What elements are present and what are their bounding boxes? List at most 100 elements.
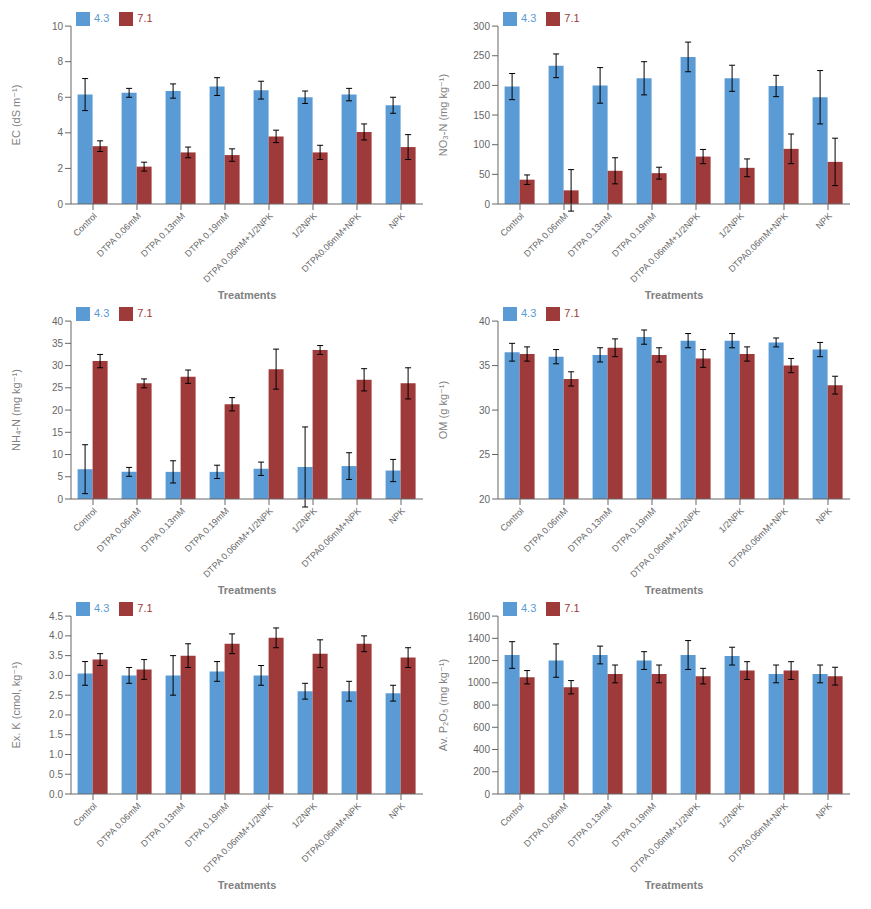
svg-text:Treatments: Treatments	[218, 584, 277, 596]
svg-text:1400: 1400	[468, 633, 491, 644]
svg-text:5: 5	[57, 471, 63, 482]
svg-text:25: 25	[479, 449, 491, 460]
svg-text:DTPA 0.19mM: DTPA 0.19mM	[183, 801, 231, 849]
svg-text:NH₄-N (mg kg⁻¹): NH₄-N (mg kg⁻¹)	[10, 369, 22, 451]
svg-text:Control: Control	[71, 801, 99, 829]
svg-text:Control: Control	[498, 506, 526, 534]
svg-text:DTPA0.06mM+NPK: DTPA0.06mM+NPK	[727, 211, 790, 274]
svg-text:200: 200	[473, 80, 490, 91]
svg-text:NO₃-N (mg kg⁻¹): NO₃-N (mg kg⁻¹)	[437, 74, 449, 156]
svg-text:200: 200	[473, 766, 490, 777]
svg-text:0: 0	[57, 199, 63, 210]
svg-text:1/2NPK: 1/2NPK	[290, 211, 319, 240]
svg-text:40: 40	[52, 316, 64, 327]
svg-text:1.5: 1.5	[49, 729, 63, 740]
svg-text:0: 0	[484, 789, 490, 800]
svg-text:4.5: 4.5	[49, 611, 63, 622]
svg-text:100: 100	[473, 139, 490, 150]
svg-text:30: 30	[52, 360, 64, 371]
svg-text:4.0: 4.0	[49, 630, 63, 641]
svg-text:0.5: 0.5	[49, 769, 63, 780]
svg-text:1/2NPK: 1/2NPK	[290, 506, 319, 535]
svg-text:NPK: NPK	[387, 801, 407, 821]
svg-text:Control: Control	[71, 506, 99, 534]
svg-text:DTPA 0.13mM: DTPA 0.13mM	[139, 801, 187, 849]
svg-text:1.0: 1.0	[49, 749, 63, 760]
svg-text:DTPA 0.06mM: DTPA 0.06mM	[522, 211, 570, 259]
svg-text:DTPA 0.06mM: DTPA 0.06mM	[95, 506, 143, 554]
svg-text:40: 40	[479, 316, 491, 327]
svg-text:8: 8	[57, 56, 63, 67]
svg-text:Control: Control	[71, 211, 99, 239]
svg-text:30: 30	[479, 405, 491, 416]
svg-text:OM (g kg⁻¹): OM (g kg⁻¹)	[437, 381, 449, 439]
svg-text:1000: 1000	[468, 677, 491, 688]
svg-text:DTPA 0.13mM: DTPA 0.13mM	[139, 211, 187, 259]
svg-text:1600: 1600	[468, 611, 491, 622]
svg-text:DTPA 0.06mM: DTPA 0.06mM	[95, 801, 143, 849]
svg-text:2: 2	[57, 163, 63, 174]
svg-text:2.0: 2.0	[49, 709, 63, 720]
svg-text:NPK: NPK	[814, 801, 834, 821]
svg-text:DTPA 0.06mM+1/2NPK: DTPA 0.06mM+1/2NPK	[201, 211, 275, 285]
svg-text:Treatments: Treatments	[645, 879, 704, 891]
svg-text:Control: Control	[498, 801, 526, 829]
svg-text:DTPA 0.13mM: DTPA 0.13mM	[566, 801, 614, 849]
svg-text:35: 35	[479, 360, 491, 371]
svg-text:Av. P₂O₅ (mg kg⁻¹): Av. P₂O₅ (mg kg⁻¹)	[437, 659, 449, 751]
svg-text:300: 300	[473, 21, 490, 32]
svg-text:35: 35	[52, 338, 64, 349]
svg-text:150: 150	[473, 110, 490, 121]
svg-text:1200: 1200	[468, 655, 491, 666]
svg-text:DTPA 0.19mM: DTPA 0.19mM	[610, 506, 658, 554]
svg-text:50: 50	[479, 169, 491, 180]
svg-text:0.0: 0.0	[49, 789, 63, 800]
svg-text:DTPA 0.06mM: DTPA 0.06mM	[522, 506, 570, 554]
svg-text:DTPA 0.06mM+1/2NPK: DTPA 0.06mM+1/2NPK	[628, 211, 702, 285]
svg-text:DTPA0.06mM+NPK: DTPA0.06mM+NPK	[300, 801, 363, 864]
svg-text:1/2NPK: 1/2NPK	[717, 801, 746, 830]
svg-text:NPK: NPK	[814, 211, 834, 231]
svg-text:NPK: NPK	[387, 211, 407, 231]
svg-text:Control: Control	[498, 211, 526, 239]
svg-text:DTPA 0.06mM+1/2NPK: DTPA 0.06mM+1/2NPK	[201, 506, 275, 580]
svg-text:0: 0	[484, 199, 490, 210]
svg-text:1/2NPK: 1/2NPK	[717, 211, 746, 240]
svg-text:DTPA 0.19mM: DTPA 0.19mM	[610, 801, 658, 849]
svg-text:NPK: NPK	[387, 506, 407, 526]
svg-text:DTPA 0.06mM+1/2NPK: DTPA 0.06mM+1/2NPK	[628, 801, 702, 875]
svg-text:DTPA 0.13mM: DTPA 0.13mM	[566, 506, 614, 554]
svg-text:DTPA 0.06mM: DTPA 0.06mM	[522, 801, 570, 849]
svg-text:250: 250	[473, 50, 490, 61]
svg-text:DTPA 0.19mM: DTPA 0.19mM	[183, 506, 231, 554]
svg-text:1/2NPK: 1/2NPK	[717, 506, 746, 535]
svg-text:10: 10	[52, 449, 64, 460]
svg-text:15: 15	[52, 427, 64, 438]
svg-text:DTPA0.06mM+NPK: DTPA0.06mM+NPK	[300, 506, 363, 569]
svg-text:DTPA0.06mM+NPK: DTPA0.06mM+NPK	[300, 211, 363, 274]
svg-text:3.5: 3.5	[49, 650, 63, 661]
svg-text:0: 0	[57, 494, 63, 505]
svg-text:800: 800	[473, 700, 490, 711]
svg-text:4: 4	[57, 127, 63, 138]
svg-text:Treatments: Treatments	[218, 289, 277, 301]
svg-text:DTPA0.06mM+NPK: DTPA0.06mM+NPK	[727, 506, 790, 569]
svg-text:DTPA 0.13mM: DTPA 0.13mM	[566, 211, 614, 259]
svg-text:DTPA 0.06mM+1/2NPK: DTPA 0.06mM+1/2NPK	[628, 506, 702, 580]
svg-text:3.0: 3.0	[49, 670, 63, 681]
svg-text:EC (dS m⁻¹): EC (dS m⁻¹)	[10, 85, 22, 146]
svg-text:Ex. K (cmol, kg⁻¹): Ex. K (cmol, kg⁻¹)	[10, 662, 22, 749]
svg-text:20: 20	[52, 405, 64, 416]
svg-text:DTPA 0.19mM: DTPA 0.19mM	[610, 211, 658, 259]
svg-text:Treatments: Treatments	[645, 584, 704, 596]
svg-text:20: 20	[479, 494, 491, 505]
svg-text:600: 600	[473, 722, 490, 733]
svg-text:DTPA 0.19mM: DTPA 0.19mM	[183, 211, 231, 259]
svg-text:400: 400	[473, 744, 490, 755]
svg-text:Treatments: Treatments	[645, 289, 704, 301]
svg-text:DTPA0.06mM+NPK: DTPA0.06mM+NPK	[727, 801, 790, 864]
svg-text:1/2NPK: 1/2NPK	[290, 801, 319, 830]
svg-text:10: 10	[52, 21, 64, 32]
svg-text:DTPA 0.06mM: DTPA 0.06mM	[95, 211, 143, 259]
svg-text:DTPA 0.06mM+1/2NPK: DTPA 0.06mM+1/2NPK	[201, 801, 275, 875]
